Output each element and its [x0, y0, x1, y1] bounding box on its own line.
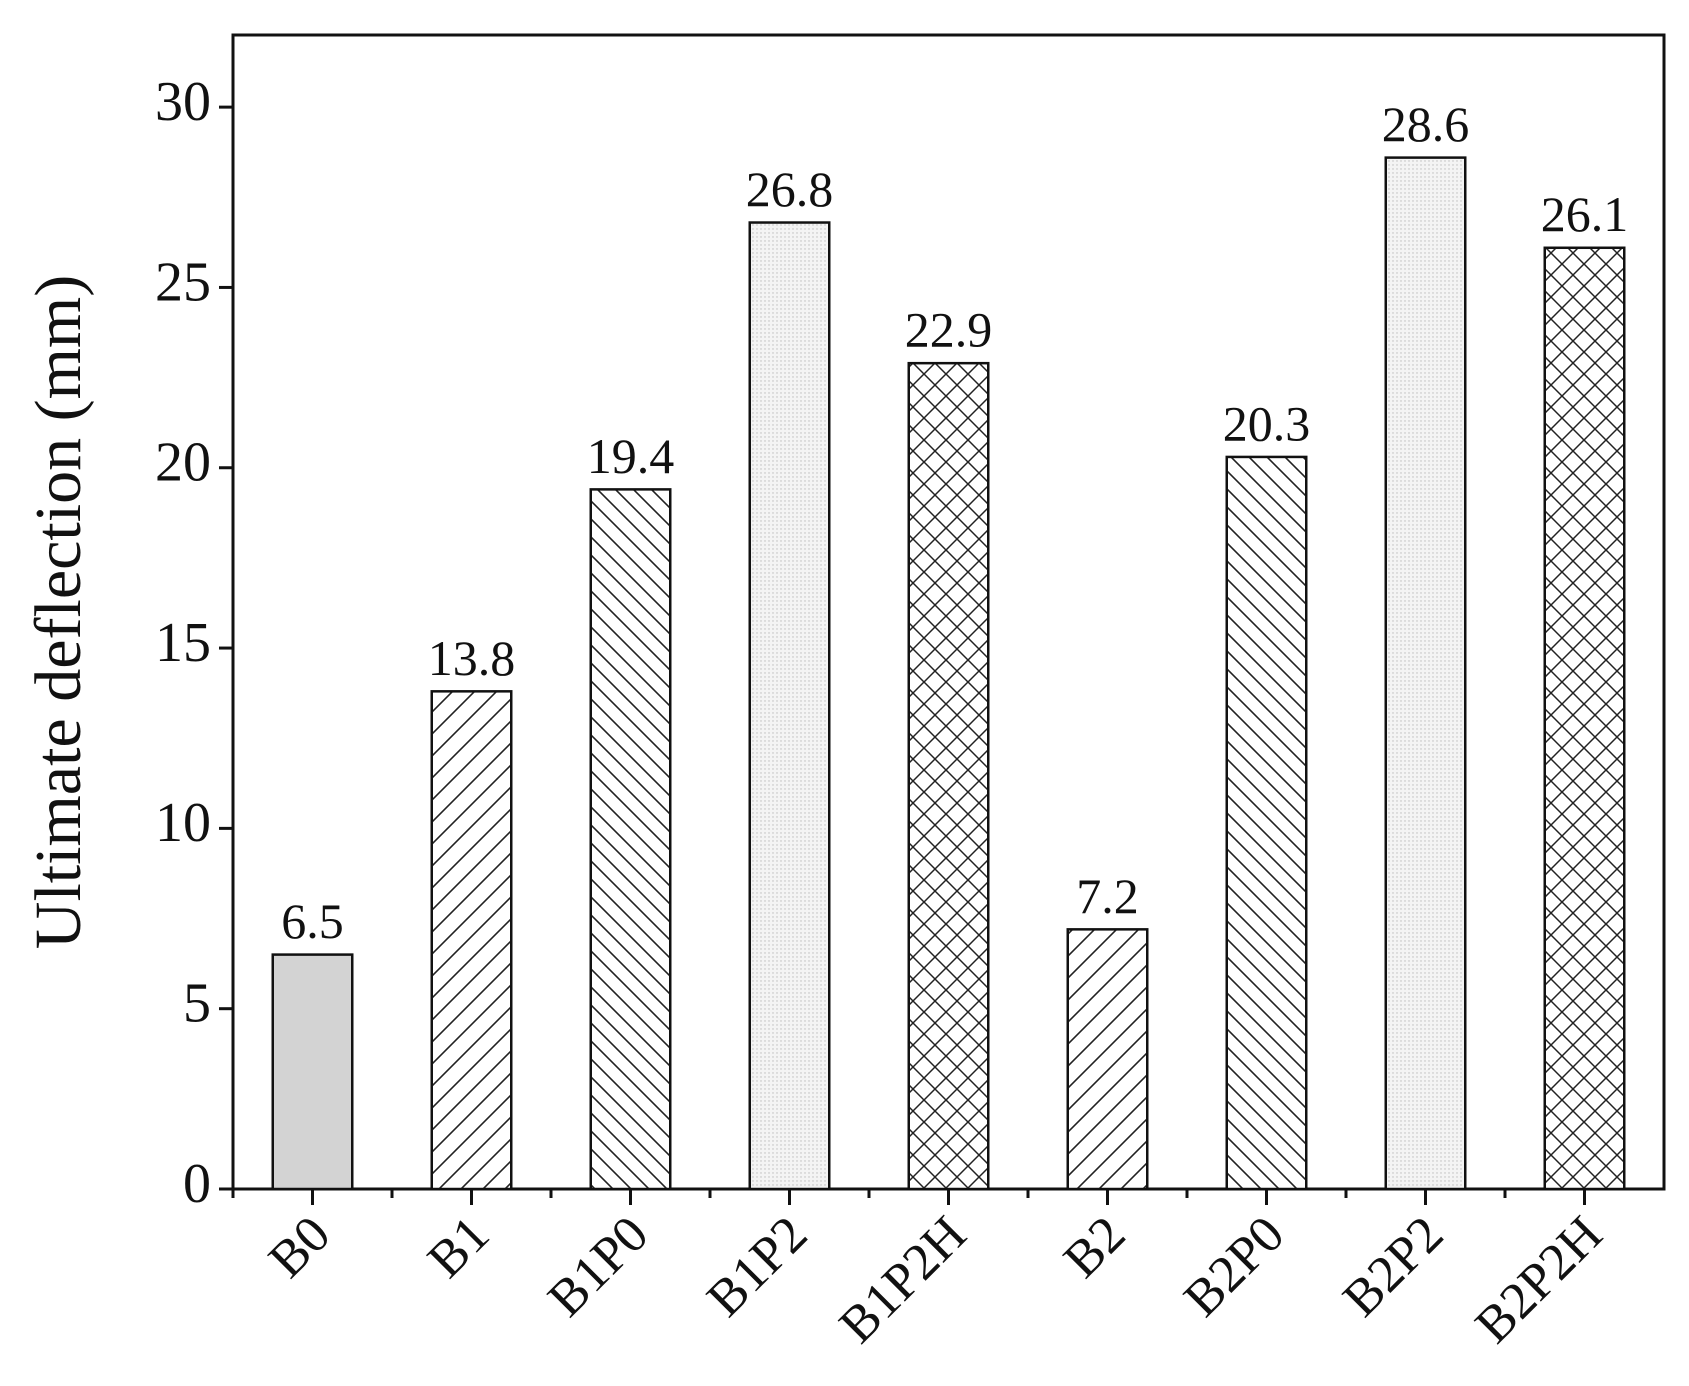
x-tick-label: B1P0	[537, 1206, 659, 1328]
bar	[272, 954, 353, 1189]
y-tick-label: 5	[183, 973, 211, 1035]
y-tick-label: 25	[155, 251, 211, 313]
x-tick-label: B2P0	[1173, 1206, 1295, 1328]
bar-pattern	[908, 363, 989, 1189]
bar-outline	[1066, 928, 1149, 1191]
value-label: 20.3	[1223, 395, 1311, 451]
x-tick-label: B0	[258, 1206, 341, 1289]
bar-outline	[589, 488, 672, 1191]
x-tick-label: B1P2	[696, 1206, 818, 1328]
x-tick-label: B1	[417, 1206, 500, 1289]
y-axis-label: Ultimate deflection (mm)	[22, 275, 95, 949]
y-tick-label: 0	[183, 1153, 211, 1215]
y-tick-label: 20	[155, 432, 211, 494]
y-tick-label: 15	[155, 612, 211, 674]
bar-pattern	[1385, 157, 1466, 1189]
value-label: 13.8	[428, 630, 516, 686]
x-tick-label: B2	[1053, 1206, 1136, 1289]
bar-pattern	[431, 691, 512, 1189]
bar-outline	[1543, 246, 1626, 1191]
value-label: 26.1	[1541, 186, 1629, 242]
x-tick-label: B1P2H	[829, 1206, 978, 1355]
bar-outline	[748, 221, 831, 1191]
y-tick-label: 10	[155, 792, 211, 854]
bar-pattern	[1544, 247, 1625, 1190]
bar-outline	[907, 361, 990, 1191]
x-tick-label: B2P2H	[1465, 1206, 1614, 1355]
y-tick-label: 30	[155, 71, 211, 133]
value-label: 22.9	[905, 302, 993, 358]
bar-pattern	[1067, 929, 1148, 1189]
bar-outline	[1225, 455, 1308, 1191]
value-label: 7.2	[1076, 868, 1139, 924]
x-tick-label: B2P2	[1332, 1206, 1454, 1328]
bar-pattern	[1226, 456, 1307, 1189]
value-label: 28.6	[1382, 96, 1470, 152]
value-label: 19.4	[587, 428, 675, 484]
value-label: 26.8	[746, 161, 834, 217]
bar-outline	[271, 953, 354, 1191]
value-label: 6.5	[281, 893, 344, 949]
bar-pattern	[749, 222, 830, 1189]
bar-outline	[430, 690, 513, 1191]
bar-outline	[1384, 156, 1467, 1191]
bar-pattern	[590, 489, 671, 1189]
